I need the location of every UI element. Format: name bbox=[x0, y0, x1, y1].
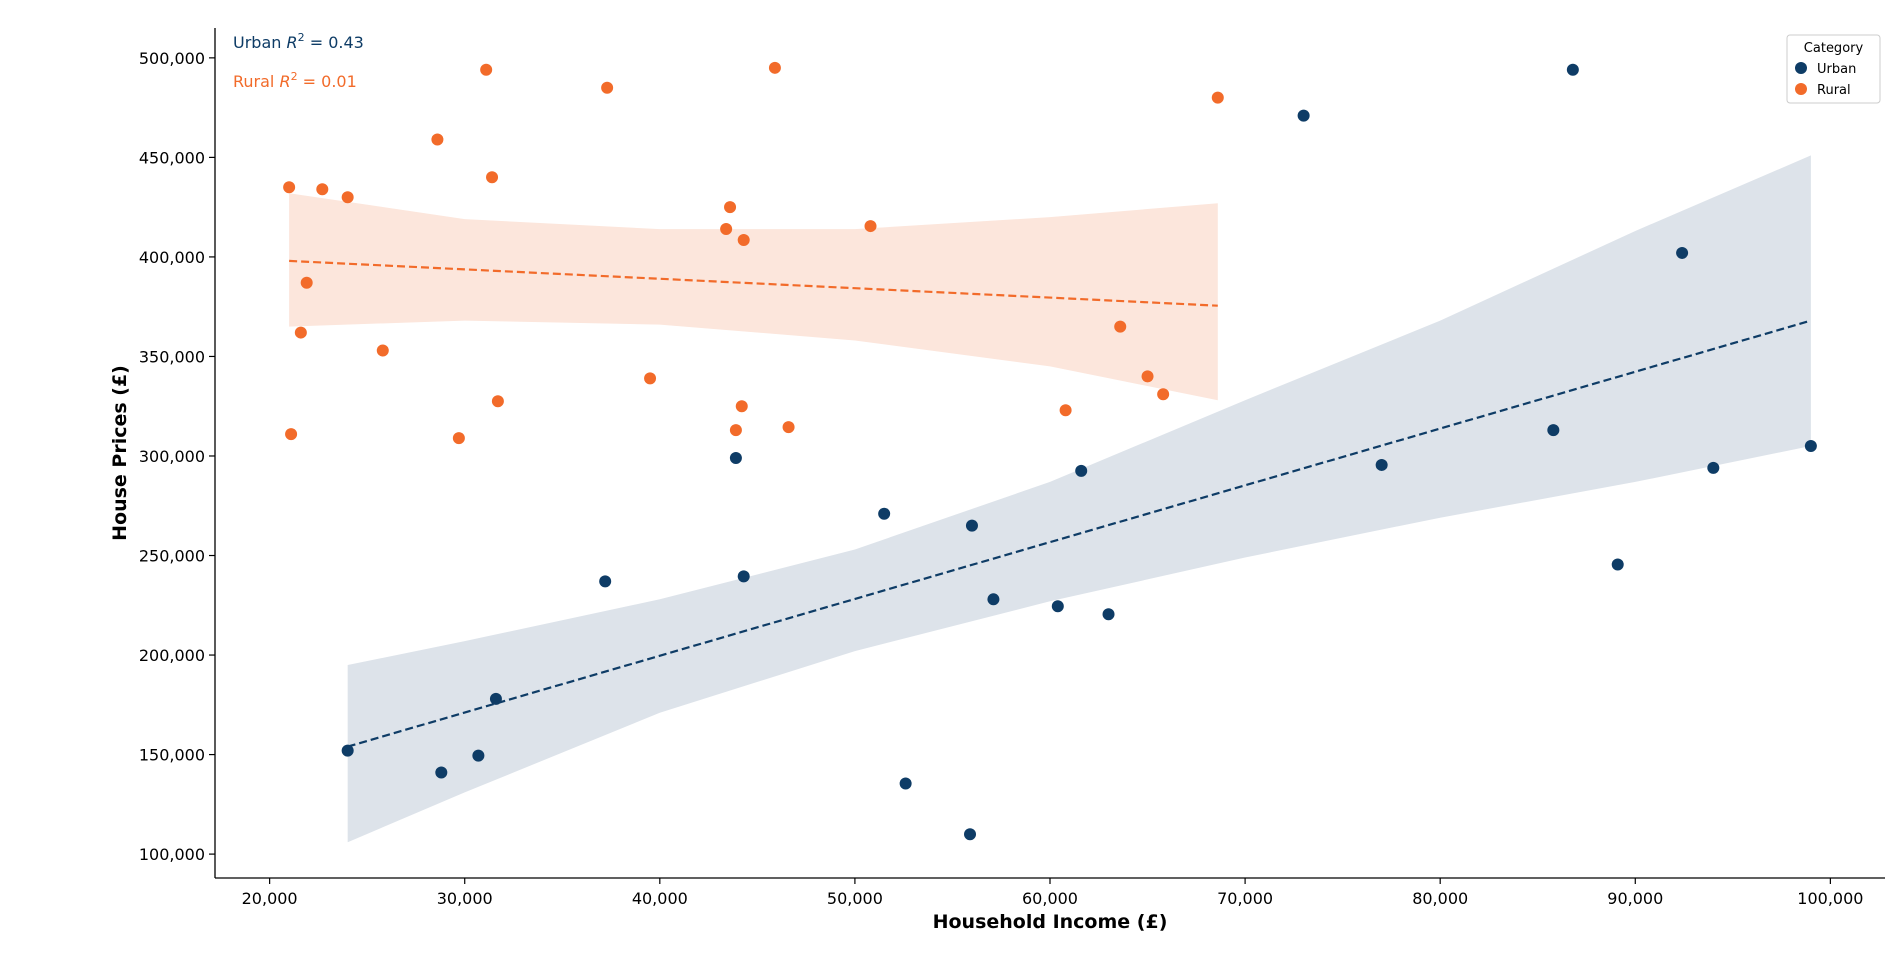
x-tick-label: 80,000 bbox=[1412, 889, 1468, 908]
x-tick-label: 50,000 bbox=[827, 889, 883, 908]
data-point-rural bbox=[1141, 370, 1154, 383]
data-point-rural bbox=[431, 133, 444, 146]
data-point-rural bbox=[720, 223, 733, 236]
data-point-urban bbox=[435, 766, 448, 779]
data-point-urban bbox=[472, 749, 485, 762]
data-point-rural bbox=[735, 400, 748, 413]
y-axis-title: House Prices (£) bbox=[109, 365, 131, 541]
regression-line-urban bbox=[347, 319, 1812, 748]
x-tick-label: 100,000 bbox=[1797, 889, 1863, 908]
data-point-rural bbox=[644, 372, 657, 385]
data-point-urban bbox=[1566, 63, 1579, 76]
data-point-urban bbox=[1297, 109, 1310, 122]
data-point-rural bbox=[1114, 320, 1127, 333]
data-point-urban bbox=[899, 777, 912, 790]
x-tick-label: 20,000 bbox=[242, 889, 298, 908]
data-point-rural bbox=[782, 421, 795, 434]
legend: Category Urban Rural bbox=[1786, 34, 1881, 104]
y-tick-label: 200,000 bbox=[139, 646, 205, 665]
legend-marker-rural bbox=[1795, 83, 1807, 95]
y-tick-label: 150,000 bbox=[139, 746, 205, 765]
data-point-rural bbox=[316, 183, 329, 196]
data-point-urban bbox=[1804, 440, 1817, 453]
data-point-rural bbox=[294, 326, 307, 339]
x-tick-label: 90,000 bbox=[1607, 889, 1663, 908]
data-point-rural bbox=[480, 63, 493, 76]
data-point-urban bbox=[964, 828, 977, 841]
data-point-rural bbox=[737, 234, 750, 247]
data-point-urban bbox=[729, 451, 742, 464]
x-tick-label: 60,000 bbox=[1022, 889, 1078, 908]
y-tick-label: 450,000 bbox=[139, 148, 205, 167]
data-point-rural bbox=[729, 424, 742, 437]
axes: 20,000 30,000 40,000 50,000 60,000 70,000 80,0… bbox=[109, 28, 1885, 933]
data-point-rural bbox=[768, 61, 781, 74]
data-point-urban bbox=[1547, 424, 1560, 437]
data-point-rural bbox=[300, 276, 313, 289]
x-tick-label: 40,000 bbox=[632, 889, 688, 908]
data-point-rural bbox=[491, 395, 504, 408]
data-points bbox=[283, 61, 1817, 841]
legend-label-urban: Urban bbox=[1817, 62, 1856, 77]
data-point-urban bbox=[1075, 464, 1088, 477]
legend-marker-urban bbox=[1795, 62, 1807, 74]
data-point-rural bbox=[1211, 91, 1224, 104]
data-point-rural bbox=[1059, 404, 1072, 417]
data-point-rural bbox=[285, 428, 298, 441]
data-point-urban bbox=[341, 744, 354, 757]
legend-box bbox=[1786, 34, 1881, 104]
data-point-rural bbox=[452, 432, 465, 445]
y-tick-label: 500,000 bbox=[139, 49, 205, 68]
x-tick-label: 30,000 bbox=[437, 889, 493, 908]
data-point-urban bbox=[1375, 458, 1388, 471]
confidence-bands bbox=[289, 155, 1811, 843]
legend-label-rural: Rural bbox=[1817, 83, 1851, 98]
r-squared-annotations: Urban R2 = 0.43 Rural R2 = 0.01 bbox=[233, 31, 364, 91]
y-tick-label: 400,000 bbox=[139, 248, 205, 267]
r-squared-urban: Urban R2 = 0.43 bbox=[233, 31, 364, 52]
data-point-urban bbox=[1102, 608, 1115, 621]
data-point-rural bbox=[864, 220, 877, 233]
data-point-rural bbox=[601, 81, 614, 94]
y-tick-label: 100,000 bbox=[139, 845, 205, 864]
data-point-urban bbox=[599, 575, 612, 588]
data-point-urban bbox=[1611, 558, 1624, 571]
data-point-rural bbox=[1157, 388, 1170, 401]
data-point-urban bbox=[987, 593, 1000, 606]
y-tick-label: 350,000 bbox=[139, 347, 205, 366]
data-point-urban bbox=[965, 519, 978, 532]
data-point-urban bbox=[1051, 600, 1064, 613]
y-tick-label: 250,000 bbox=[139, 547, 205, 566]
regression-line-rural bbox=[289, 259, 1218, 307]
data-point-rural bbox=[341, 191, 354, 204]
x-tick-label: 70,000 bbox=[1217, 889, 1273, 908]
data-point-rural bbox=[724, 201, 737, 214]
y-tick-label: 300,000 bbox=[139, 447, 205, 466]
x-axis-title: Household Income (£) bbox=[933, 911, 1168, 933]
data-point-rural bbox=[486, 171, 499, 184]
data-point-urban bbox=[489, 692, 502, 705]
r-squared-rural: Rural R2 = 0.01 bbox=[233, 70, 357, 91]
legend-title: Category bbox=[1804, 41, 1864, 56]
data-point-rural bbox=[283, 181, 296, 194]
data-point-urban bbox=[878, 507, 891, 520]
data-point-urban bbox=[737, 570, 750, 583]
data-point-urban bbox=[1707, 461, 1720, 474]
ci-band-rural bbox=[289, 193, 1218, 401]
ci-band-urban bbox=[347, 155, 1811, 843]
data-point-rural bbox=[376, 344, 389, 357]
regression-lines bbox=[289, 259, 1812, 748]
data-point-urban bbox=[1676, 246, 1689, 259]
